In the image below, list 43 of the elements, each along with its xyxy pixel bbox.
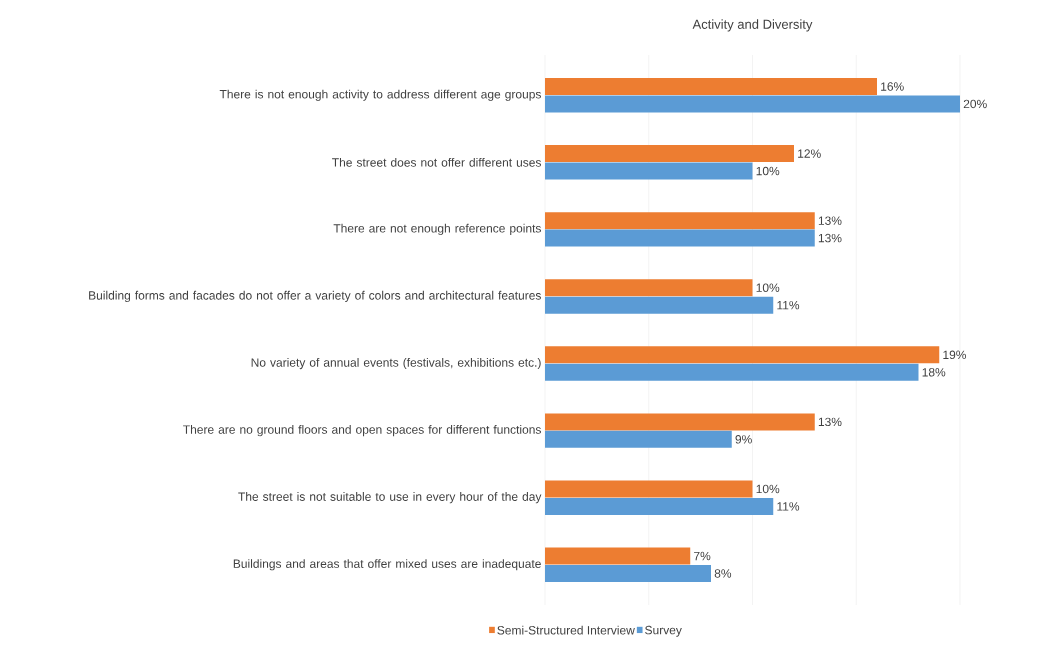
data-label: 19% (943, 350, 967, 360)
y-tick-label: Building forms and facades do not offer a variety of colors and architectural features (89, 290, 541, 303)
data-label: 12% (798, 149, 821, 158)
legend-label: Survey (645, 625, 682, 637)
chart-title: Activity and Diversity (692, 19, 813, 32)
bar (545, 346, 940, 364)
data-label: 10% (756, 283, 780, 292)
bar (545, 212, 815, 230)
data-label: 8% (714, 569, 732, 578)
y-tick-label: No variety of annual events (festivals, exhibitions etc.) (251, 357, 541, 370)
y-tick-label: There are not enough reference points (333, 223, 541, 235)
data-label: 9% (735, 435, 752, 444)
bar (545, 95, 960, 113)
data-label: 13% (818, 417, 842, 427)
data-label: 10% (756, 484, 780, 494)
legend-label: Semi-Structured Interview (497, 625, 635, 635)
bar (545, 497, 774, 515)
data-label: 13% (818, 233, 842, 243)
bar (545, 413, 815, 431)
data-label: 11% (777, 300, 800, 310)
bar (545, 564, 711, 582)
data-label: 20% (963, 99, 987, 109)
data-label: 13% (818, 216, 842, 225)
data-label: 11% (777, 502, 800, 511)
y-tick-label: The street does not offer different uses (332, 157, 542, 167)
bar (545, 430, 732, 448)
bar (545, 480, 753, 498)
data-label: 10% (756, 166, 780, 176)
bar (545, 162, 753, 180)
data-label: 18% (922, 368, 946, 377)
data-label: 16% (881, 82, 904, 91)
y-tick-label: Buildings and areas that offer mixed uses are inadequate (233, 559, 541, 571)
bar (545, 279, 753, 297)
data-label: 7% (694, 551, 711, 561)
bar (545, 363, 919, 381)
bar (545, 145, 794, 163)
bar (545, 229, 815, 247)
y-tick-label: There is not enough activity to address different age groups (219, 89, 541, 101)
bar (545, 296, 774, 314)
y-tick-label: The street is not suitable to use in every hour of the day (238, 492, 542, 504)
y-tick-label: There are no ground floors and open spaces for different functions (183, 425, 541, 437)
bar (545, 547, 691, 565)
bar (545, 78, 877, 96)
